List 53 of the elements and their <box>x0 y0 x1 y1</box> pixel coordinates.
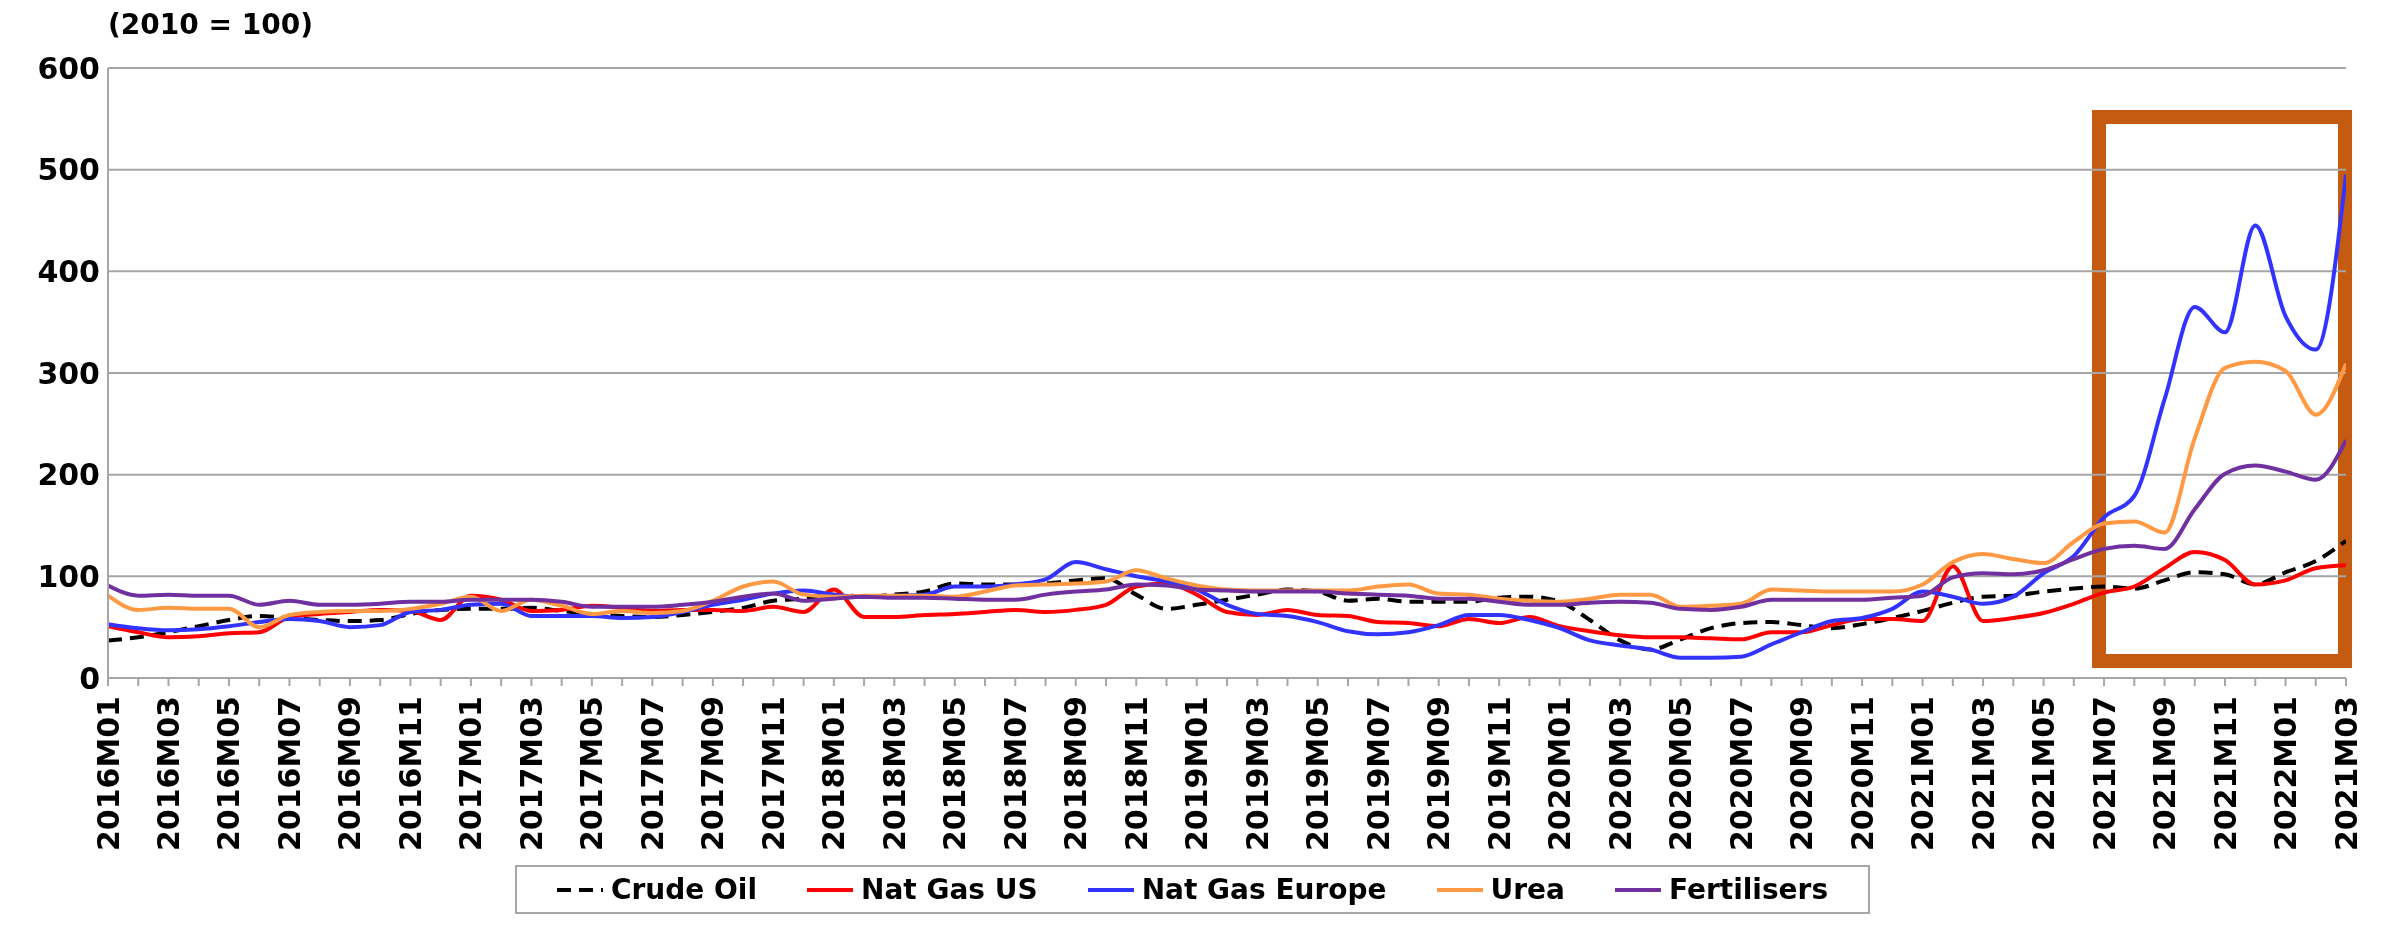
x-tick-label: 2016M07 <box>271 696 307 852</box>
x-tick-label: 2021M07 <box>2086 696 2122 852</box>
x-tick-label: 2017M01 <box>453 696 489 852</box>
x-tick-label: 2022M01 <box>2268 696 2304 852</box>
legend-label: Fertilisers <box>1668 873 1829 906</box>
y-tick-label: 0 <box>79 660 100 696</box>
x-tick-label: 2016M11 <box>392 696 428 852</box>
x-tick-label: 2020M05 <box>1663 696 1699 852</box>
line-series <box>108 438 2346 612</box>
x-tick-label: 2021M03 <box>2328 696 2364 852</box>
x-tick-label: 2019M01 <box>1179 696 1215 852</box>
x-tick-label: 2016M03 <box>150 696 186 852</box>
y-tick-label: 600 <box>37 50 100 86</box>
x-tick-label: 2021M11 <box>2207 696 2243 852</box>
legend-label: Urea <box>1490 873 1565 906</box>
x-tick-label: 2017M11 <box>755 696 791 852</box>
x-tick-label: 2016M09 <box>332 696 368 852</box>
y-axis-title: (2010 = 100) <box>108 8 313 41</box>
x-tick-label: 2021M03 <box>1965 696 2001 852</box>
line-series <box>108 538 2346 652</box>
y-tick-label: 200 <box>37 457 100 493</box>
x-tick-label: 2021M01 <box>1905 696 1941 852</box>
x-tick-label: 2021M05 <box>2026 696 2062 852</box>
x-tick-label: 2018M05 <box>937 696 973 852</box>
x-tick-label: 2020M11 <box>1844 696 1880 852</box>
x-tick-label: 2019M05 <box>1300 696 1336 852</box>
x-tick-label: 2020M03 <box>1602 696 1638 852</box>
y-tick-label: 500 <box>37 152 100 188</box>
legend-label: Nat Gas US <box>860 873 1038 906</box>
x-tick-label: 2020M01 <box>1542 696 1578 852</box>
x-tick-label: 2016M01 <box>90 696 126 852</box>
x-tick-label: 2020M09 <box>1784 696 1820 852</box>
x-tick-label: 2018M03 <box>876 696 912 852</box>
x-tick-label: 2018M07 <box>997 696 1033 852</box>
x-tick-label: 2019M09 <box>1421 696 1457 852</box>
x-tick-label: 2019M03 <box>1239 696 1275 852</box>
x-tick-label: 2020M07 <box>1723 696 1759 852</box>
legend-label: Crude Oil <box>610 873 757 906</box>
x-tick-label: 2017M05 <box>574 696 610 852</box>
x-tick-label: 2019M11 <box>1481 696 1517 852</box>
x-tick-label: 2018M01 <box>816 696 852 852</box>
y-tick-label: 400 <box>37 253 100 289</box>
x-tick-label: 2017M09 <box>695 696 731 852</box>
y-tick-label: 100 <box>37 558 100 594</box>
legend-label: Nat Gas Europe <box>1141 873 1387 906</box>
x-tick-label: 2018M09 <box>1058 696 1094 852</box>
x-tick-label: 2017M07 <box>634 696 670 852</box>
x-tick-label: 2021M09 <box>2147 696 2183 852</box>
x-tick-label: 2017M03 <box>513 696 549 852</box>
x-tick-label: 2016M05 <box>211 696 247 852</box>
y-tick-label: 300 <box>37 355 100 391</box>
x-tick-label: 2019M07 <box>1360 696 1396 852</box>
x-tick-label: 2018M11 <box>1118 696 1154 852</box>
